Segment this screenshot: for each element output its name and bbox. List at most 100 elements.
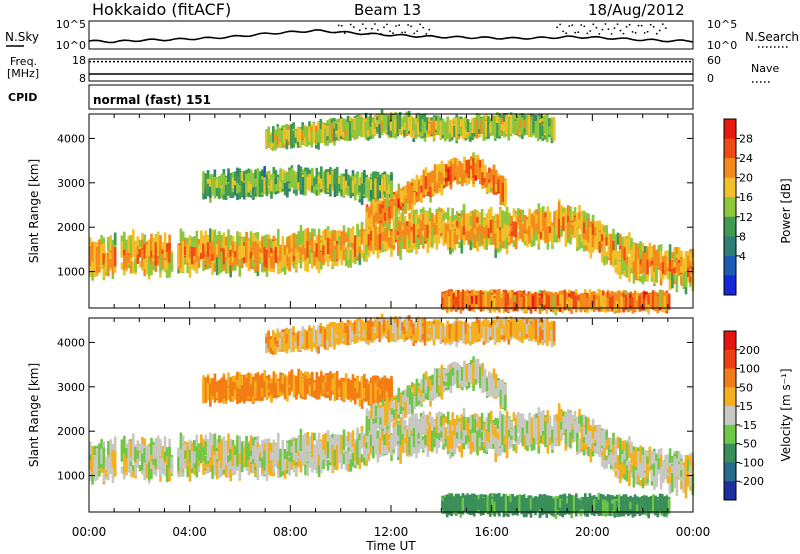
- power-cell: [531, 296, 535, 309]
- power-cell: [437, 115, 440, 135]
- power-cell: [661, 295, 664, 310]
- power-cell: [267, 178, 271, 186]
- power-cell: [263, 239, 266, 247]
- power-cell: [412, 210, 416, 226]
- power-cell: [431, 226, 434, 247]
- nave-label: Nave: [751, 62, 779, 75]
- power-cell: [689, 267, 692, 277]
- power-cell: [204, 188, 208, 199]
- power-cell: [625, 265, 629, 275]
- power-cell: [351, 183, 355, 193]
- nsearch-point: [574, 31, 577, 34]
- nsearch-point: [652, 25, 655, 28]
- power-cell: [556, 294, 560, 306]
- power-cell: [283, 183, 287, 190]
- power-cell: [442, 179, 446, 185]
- power-cell: [313, 244, 316, 252]
- power-cell: [657, 254, 661, 266]
- power-cell: [460, 217, 464, 228]
- power-cell: [256, 243, 260, 259]
- power-cell: [403, 122, 406, 130]
- nsearch-point: [631, 31, 634, 33]
- power-cell: [392, 115, 395, 130]
- power-cell: [498, 116, 502, 137]
- power-cell: [628, 265, 631, 283]
- power-cell: [585, 212, 588, 230]
- power-cell: [585, 230, 588, 240]
- power-cell: [154, 235, 158, 245]
- power-cell: [639, 241, 642, 260]
- nsearch-point: [595, 26, 598, 29]
- power-cell: [211, 241, 214, 255]
- power-cell: [267, 126, 270, 144]
- power-cell: [220, 185, 223, 199]
- power-cell: [419, 227, 423, 245]
- power-cell: [245, 244, 248, 263]
- power-cell: [315, 182, 319, 189]
- power-cell: [408, 221, 411, 233]
- power-cell: [555, 209, 559, 218]
- power-cell: [403, 225, 407, 234]
- power-cell: [290, 135, 293, 149]
- power-cell: [499, 208, 502, 228]
- power-cell: [379, 200, 382, 208]
- power-cell: [379, 213, 382, 221]
- power-cell: [429, 175, 432, 187]
- power-cell: [627, 292, 630, 312]
- power-cell: [132, 229, 135, 247]
- power-cell: [489, 206, 493, 227]
- nsearch-point: [404, 31, 406, 34]
- power-cell: [645, 294, 648, 307]
- power-cell: [376, 120, 379, 127]
- power-cell: [490, 181, 493, 188]
- power-cell: [655, 266, 658, 282]
- power-cell: [582, 242, 586, 252]
- power-cell: [605, 226, 608, 237]
- power-cell: [442, 220, 445, 241]
- power-cell: [426, 234, 430, 248]
- power-cell: [254, 186, 257, 194]
- power-cell: [256, 257, 260, 272]
- power-cell: [372, 223, 375, 242]
- power-cell: [333, 249, 337, 263]
- power-cell: [188, 258, 192, 278]
- nsearch-point: [389, 30, 391, 33]
- power-cell: [508, 213, 511, 227]
- power-cell: [673, 277, 676, 285]
- power-cell: [476, 232, 479, 252]
- power-cell: [557, 218, 561, 239]
- power-cell: [299, 224, 303, 245]
- power-cell: [222, 248, 226, 265]
- power-cell: [550, 295, 553, 305]
- nsearch-point: [583, 25, 586, 28]
- power-cell: [190, 246, 194, 265]
- power-cell: [107, 236, 110, 251]
- power-cell: [573, 207, 577, 219]
- power-cell: [493, 121, 497, 140]
- power-cell: [177, 252, 180, 267]
- power-cell: [538, 297, 542, 306]
- power-cell: [294, 131, 298, 138]
- power-cell: [449, 166, 453, 182]
- power-cell: [154, 246, 158, 265]
- power-cell: [424, 176, 428, 190]
- nsearch-point: [425, 33, 428, 35]
- power-cell: [397, 188, 401, 207]
- power-cell: [445, 171, 448, 179]
- power-cell: [288, 170, 291, 181]
- power-cell: [668, 244, 672, 262]
- power-cell: [464, 299, 467, 306]
- power-cell: [344, 119, 347, 129]
- power-cell: [544, 217, 547, 232]
- power-cell: [458, 221, 461, 229]
- power-cell: [473, 119, 477, 128]
- power-cell: [394, 119, 397, 134]
- power-cell: [637, 247, 640, 259]
- power-cell: [222, 232, 226, 253]
- freq-label: Freq.: [10, 55, 37, 68]
- power-cell: [301, 246, 305, 255]
- power-cell: [537, 213, 541, 234]
- power-cell: [479, 167, 482, 185]
- power-cell: [557, 202, 561, 222]
- power-cell: [304, 229, 307, 249]
